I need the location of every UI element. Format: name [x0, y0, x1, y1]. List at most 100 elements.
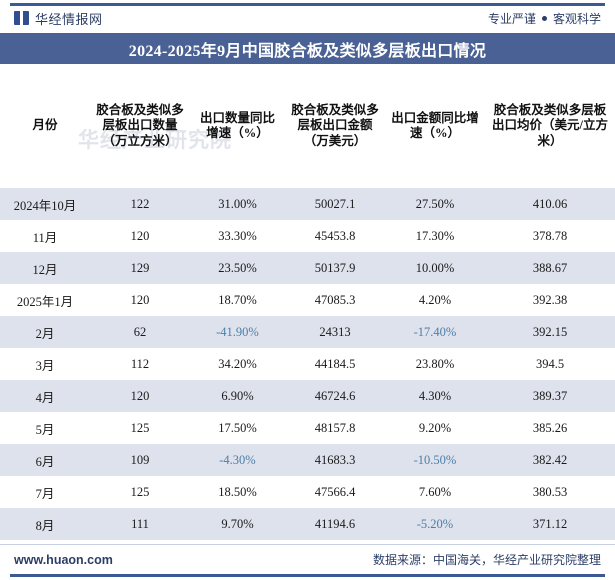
table-row: 12月 129 23.50% 50137.9 10.00% 388.67 [0, 252, 615, 284]
cell-amount-yoy: -5.20% [385, 508, 485, 540]
cell-amount-yoy: -13.70% [385, 540, 485, 544]
cell-quantity: 120 [90, 284, 190, 316]
cell-quantity-yoy: -5.30% [190, 540, 285, 544]
cell-quantity-yoy: 23.50% [190, 252, 285, 284]
dot-separator-icon [541, 15, 547, 21]
table-row: 5月 125 17.50% 48157.8 9.20% 385.26 [0, 412, 615, 444]
cell-quantity: 62 [90, 316, 190, 348]
column-header-quantity: 胶合板及类似多层板出口数量（万立方米） [96, 103, 184, 148]
cell-month: 2月 [0, 316, 90, 348]
cell-unit-price: 385.74 [485, 540, 615, 544]
cell-month: 11月 [0, 220, 90, 252]
cell-unit-price: 392.38 [485, 284, 615, 316]
top-divider [10, 3, 605, 6]
brand-logo-group[interactable]: 华经情报网 [14, 9, 103, 28]
cell-month: 12月 [0, 252, 90, 284]
cell-month: 4月 [0, 380, 90, 412]
table-row: 4月 120 6.90% 46724.6 4.30% 389.37 [0, 380, 615, 412]
cell-month: 5月 [0, 412, 90, 444]
table-row: 2025年1月 120 18.70% 47085.3 4.20% 392.38 [0, 284, 615, 316]
cell-month: 2025年1月 [0, 284, 90, 316]
cell-quantity: 112 [90, 348, 190, 380]
cell-quantity: 120 [90, 380, 190, 412]
title-banner: 2024-2025年9月中国胶合板及类似多层板出口情况 [0, 33, 615, 64]
cell-amount-yoy: 17.30% [385, 220, 485, 252]
tagline-right: 客观科学 [552, 11, 601, 26]
cell-month: 8月 [0, 508, 90, 540]
page-title: 2024-2025年9月中国胶合板及类似多层板出口情况 [128, 42, 487, 60]
cell-amount-yoy: 9.20% [385, 412, 485, 444]
table-header: 月份 胶合板及类似多层板出口数量（万立方米） 出口数量同比增速（%） 胶合板及类… [0, 64, 615, 188]
brand-tagline: 专业严谨 客观科学 [488, 10, 601, 27]
footer-site-url[interactable]: www.huaon.com [14, 552, 113, 567]
cell-amount-yoy: 4.30% [385, 380, 485, 412]
cell-unit-price: 389.37 [485, 380, 615, 412]
cell-unit-price: 385.26 [485, 412, 615, 444]
table-header-row: 月份 胶合板及类似多层板出口数量（万立方米） 出口数量同比增速（%） 胶合板及类… [0, 64, 615, 188]
cell-quantity-yoy: -41.90% [190, 316, 285, 348]
cell-amount: 24313 [285, 316, 385, 348]
cell-amount-yoy: -17.40% [385, 316, 485, 348]
table-container: 华经产业研究院 华经产业研究院 华经产业研究院 www.huaon.com 月份… [0, 64, 615, 544]
cell-quantity: 111 [90, 508, 190, 540]
cell-amount: 41194.6 [285, 508, 385, 540]
cell-quantity-yoy: 6.90% [190, 380, 285, 412]
cell-quantity-yoy: 31.00% [190, 188, 285, 220]
cell-unit-price: 380.53 [485, 476, 615, 508]
cell-quantity: 129 [90, 252, 190, 284]
table-row: 2月 62 -41.90% 24313 -17.40% 392.15 [0, 316, 615, 348]
column-header-amount-yoy: 出口金额同比增速（%） [391, 110, 479, 140]
column-header-amount: 胶合板及类似多层板出口金额（万美元） [291, 103, 379, 148]
column-header-month: 月份 [32, 118, 58, 133]
cell-amount: 47085.3 [285, 284, 385, 316]
cell-quantity: 120 [90, 220, 190, 252]
cell-quantity: 125 [90, 412, 190, 444]
bottom-divider [10, 574, 605, 577]
cell-quantity-yoy: 34.20% [190, 348, 285, 380]
cell-quantity: 125 [90, 476, 190, 508]
cell-quantity-yoy: 17.50% [190, 412, 285, 444]
cell-quantity-yoy: 18.70% [190, 284, 285, 316]
footer-data-source: 数据来源：中国海关，华经产业研究院整理 [372, 553, 601, 567]
cell-amount: 50027.1 [285, 188, 385, 220]
cell-quantity: 107 [90, 540, 190, 544]
export-data-table: 月份 胶合板及类似多层板出口数量（万立方米） 出口数量同比增速（%） 胶合板及类… [0, 64, 615, 544]
column-header-unit-price: 胶合板及类似多层板出口均价（美元/立方米） [492, 103, 608, 148]
table-row: 6月 109 -4.30% 41683.3 -10.50% 382.42 [0, 444, 615, 476]
table-row: 7月 125 18.50% 47566.4 7.60% 380.53 [0, 476, 615, 508]
brand-bar: 华经情报网 专业严谨 客观科学 [0, 6, 615, 30]
cell-month: 7月 [0, 476, 90, 508]
cell-amount-yoy: 27.50% [385, 188, 485, 220]
cell-quantity: 122 [90, 188, 190, 220]
cell-amount: 41274.1 [285, 540, 385, 544]
cell-month: 9月 [0, 540, 90, 544]
tagline-left: 专业严谨 [487, 11, 536, 26]
cell-amount-yoy: -10.50% [385, 444, 485, 476]
brand-name: 华经情报网 [35, 11, 103, 27]
cell-amount: 50137.9 [285, 252, 385, 284]
cell-unit-price: 392.15 [485, 316, 615, 348]
cell-unit-price: 388.67 [485, 252, 615, 284]
cell-quantity-yoy: 9.70% [190, 508, 285, 540]
cell-quantity: 109 [90, 444, 190, 476]
cell-amount: 48157.8 [285, 412, 385, 444]
cell-amount-yoy: 4.20% [385, 284, 485, 316]
cell-quantity-yoy: -4.30% [190, 444, 285, 476]
cell-month: 3月 [0, 348, 90, 380]
cell-amount: 46724.6 [285, 380, 385, 412]
table-row: 3月 112 34.20% 44184.5 23.80% 394.5 [0, 348, 615, 380]
table-row: 9月107-5.30%41274.1-13.70%385.74 [0, 540, 615, 544]
column-header-quantity-yoy: 出口数量同比增速（%） [199, 110, 275, 140]
cell-amount: 44184.5 [285, 348, 385, 380]
table-row: 2024年10月 122 31.00% 50027.1 27.50% 410.06 [0, 188, 615, 220]
book-icon [14, 11, 29, 25]
cell-amount: 47566.4 [285, 476, 385, 508]
cell-quantity-yoy: 18.50% [190, 476, 285, 508]
cell-amount-yoy: 10.00% [385, 252, 485, 284]
footer-bar: www.huaon.com 数据来源：中国海关，华经产业研究院整理 [0, 544, 615, 580]
cell-month: 2024年10月 [0, 188, 90, 220]
cell-amount-yoy: 23.80% [385, 348, 485, 380]
cell-unit-price: 394.5 [485, 348, 615, 380]
table-body: 2024年10月 122 31.00% 50027.1 27.50% 410.06 11月 1… [0, 188, 615, 544]
table-row: 8月 111 9.70% 41194.6 -5.20% 371.12 [0, 508, 615, 540]
